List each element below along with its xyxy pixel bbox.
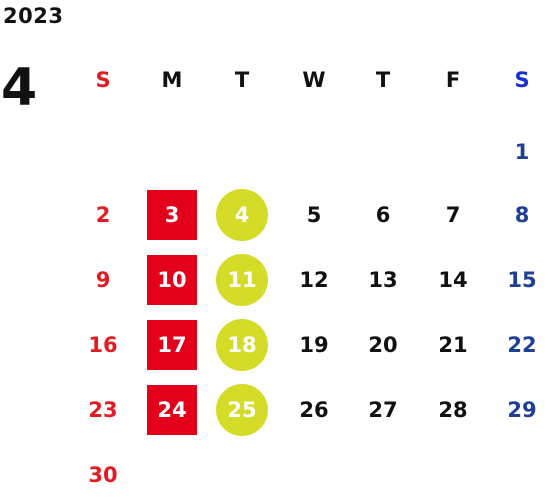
date-cell-10[interactable]: 10 [147, 255, 197, 305]
date-cell-6[interactable]: 6 [375, 203, 391, 227]
weekday-header-saturday: S [514, 68, 530, 92]
date-cell-1[interactable]: 1 [514, 140, 530, 164]
date-cell-27[interactable]: 27 [368, 398, 398, 422]
weekday-header-wednesday: W [302, 68, 326, 92]
weekday-header-friday: F [445, 68, 461, 92]
date-cell-16[interactable]: 16 [88, 333, 118, 357]
date-cell-12[interactable]: 12 [299, 268, 329, 292]
date-cell-4[interactable]: 4 [216, 189, 268, 241]
date-cell-19[interactable]: 19 [299, 333, 329, 357]
date-cell-30[interactable]: 30 [88, 463, 118, 487]
date-cell-18[interactable]: 18 [216, 319, 268, 371]
date-cell-7[interactable]: 7 [445, 203, 461, 227]
month-number: 4 [1, 58, 38, 118]
date-cell-14[interactable]: 14 [438, 268, 468, 292]
date-cell-5[interactable]: 5 [306, 203, 322, 227]
date-cell-20[interactable]: 20 [368, 333, 398, 357]
date-cell-22[interactable]: 22 [507, 333, 537, 357]
date-cell-8[interactable]: 8 [514, 203, 530, 227]
date-cell-15[interactable]: 15 [507, 268, 537, 292]
date-cell-26[interactable]: 26 [299, 398, 329, 422]
date-cell-21[interactable]: 21 [438, 333, 468, 357]
date-cell-23[interactable]: 23 [88, 398, 118, 422]
weekday-header-monday: M [161, 68, 183, 92]
date-cell-2[interactable]: 2 [95, 203, 111, 227]
date-cell-3[interactable]: 3 [147, 190, 197, 240]
weekday-header-tuesday: T [234, 68, 250, 92]
date-cell-11[interactable]: 11 [216, 254, 268, 306]
weekday-header-thursday: T [375, 68, 391, 92]
date-cell-25[interactable]: 25 [216, 384, 268, 436]
weekday-header-sunday: S [95, 68, 111, 92]
year-label: 2023 [3, 4, 64, 28]
date-cell-13[interactable]: 13 [368, 268, 398, 292]
date-cell-9[interactable]: 9 [95, 268, 111, 292]
date-cell-24[interactable]: 24 [147, 385, 197, 435]
date-cell-28[interactable]: 28 [438, 398, 468, 422]
date-cell-17[interactable]: 17 [147, 320, 197, 370]
date-cell-29[interactable]: 29 [507, 398, 537, 422]
